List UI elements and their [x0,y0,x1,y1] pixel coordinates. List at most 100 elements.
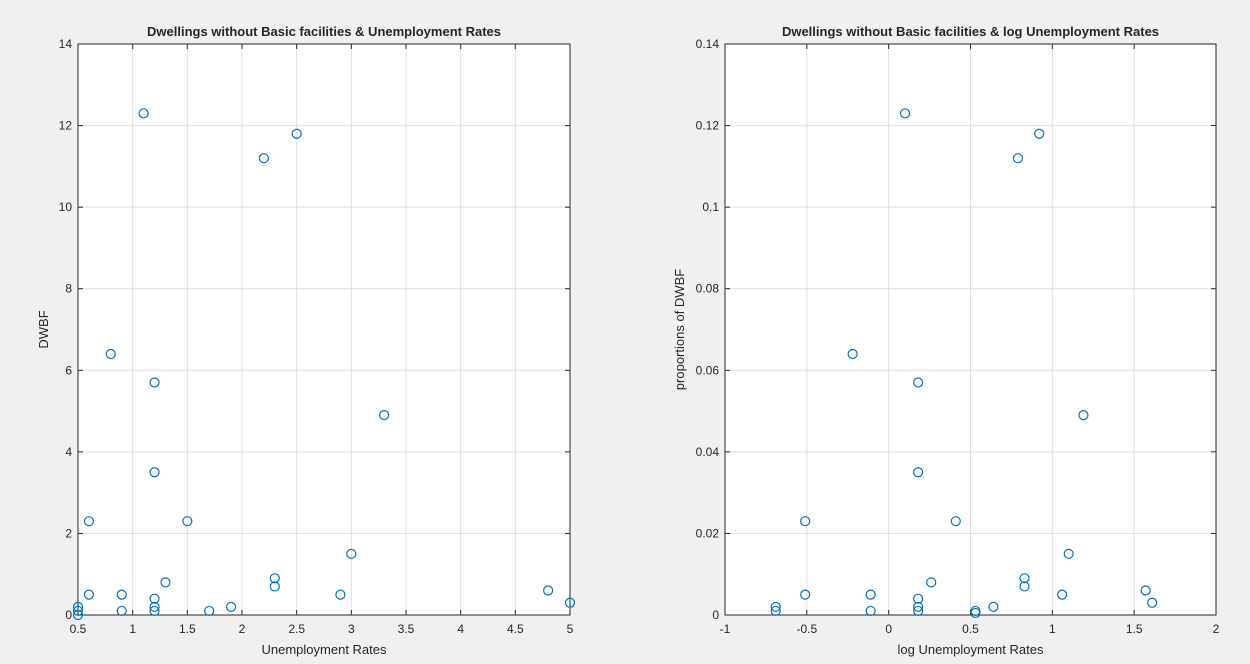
left-points [72,108,576,621]
right-data-point [1078,410,1089,421]
right-data-point [1063,548,1074,559]
left-y-tick-label: 12 [59,119,73,133]
left-data-point [149,605,160,617]
left-data-point [160,577,171,588]
right-data-point [865,589,876,600]
left-data-point [204,605,215,617]
left-y-tick-label: 6 [65,363,72,377]
left-data-point [72,609,84,621]
left-x-tick-label: 4 [457,622,464,636]
right-data-point [913,467,924,478]
left-data-point [182,516,193,527]
right-y-tick-label: 0 [712,608,719,622]
left-data-point [149,377,160,388]
left-data-point [291,128,302,139]
left-data-point [149,467,160,478]
right-x-tick-label: -0.5 [796,622,817,636]
right-data-point [800,516,811,527]
right-data-point [847,348,858,360]
left-data-point [72,601,84,612]
right-data-point [1034,128,1045,139]
left-ticks: 0.5 1 1.5 2 2.5 3 3.5 4 4.5 5 0 2 4 6 8 10 12 14 [59,37,574,636]
right-data-point [950,516,961,527]
right-data-point [800,589,811,600]
right-data-point [913,605,924,617]
left-data-point [258,153,269,164]
left-data-point [379,410,390,421]
left-data-point [269,573,280,584]
right-data-point [913,377,924,388]
left-x-tick-label: 1.5 [179,622,196,636]
right-chart-title: Dwellings without Basic facilities & log… [782,24,1159,39]
right-scatter-plot: -1 -0.5 0 0.5 1 1.5 2 0 0.02 0.04 0.06 0.08 0.1 0.12 0… [672,24,1220,657]
left-grid [78,44,570,615]
right-data-point [1147,597,1158,608]
right-y-tick-label: 0.1 [702,200,719,214]
left-x-tick-label: 2 [239,622,246,636]
left-data-point [269,581,280,592]
right-points [770,108,1158,619]
right-y-tick-label: 0.12 [696,119,720,133]
left-y-tick-label: 0 [65,608,72,622]
left-x-tick-label: 1 [129,622,136,636]
left-y-axis-label: DWBF [36,310,51,348]
left-y-tick-label: 8 [65,282,72,296]
left-data-point [83,589,95,600]
left-data-point [564,597,576,608]
right-data-point [1019,573,1030,584]
right-data-point [1012,153,1024,164]
left-data-point [149,601,160,612]
left-data-point [72,605,84,617]
right-y-axis-label: proportions of DWBF [672,269,687,390]
left-chart-title: Dwellings without Basic facilities & Une… [147,24,501,39]
right-x-tick-label: 1 [1049,622,1056,636]
right-data-point [1057,589,1068,600]
right-y-tick-label: 0.02 [696,526,720,540]
right-data-point [1019,581,1030,592]
left-y-tick-label: 14 [59,37,73,51]
left-data-point [225,601,237,612]
right-x-tick-label: 1.5 [1126,622,1143,636]
left-y-tick-label: 10 [59,200,73,214]
left-data-point [149,593,160,604]
left-data-point [543,585,554,596]
left-x-tick-label: 4.5 [507,622,524,636]
right-data-point [899,108,911,119]
right-y-tick-label: 0.04 [696,445,720,459]
left-y-tick-label: 2 [65,526,72,540]
left-data-point [83,516,95,527]
left-y-tick-label: 4 [65,445,72,459]
left-data-point [335,589,346,600]
left-data-point [116,605,127,617]
right-data-point [926,577,937,588]
right-data-point [770,605,781,617]
left-x-tick-label: 5 [567,622,574,636]
left-data-point [138,108,149,119]
right-x-tick-label: 0.5 [962,622,979,636]
left-axes-area [77,43,571,616]
right-data-point [1140,585,1151,596]
right-data-point [913,601,924,612]
left-x-tick-label: 3 [348,622,355,636]
right-y-tick-label: 0.14 [696,37,720,51]
left-x-tick-label: 3.5 [398,622,415,636]
right-data-point [970,607,981,619]
right-data-point [865,605,876,617]
left-data-point [346,548,357,559]
right-ticks: -1 -0.5 0 0.5 1 1.5 2 0 0.02 0.04 0.06 0.08 0.1 0.12 0… [696,37,1220,636]
left-data-point [105,348,116,360]
left-x-tick-label: 0.5 [70,622,87,636]
right-x-tick-label: 2 [1213,622,1220,636]
right-x-axis-label: log Unemployment Rates [898,642,1044,657]
left-scatter-plot: 0.5 1 1.5 2 2.5 3 3.5 4 4.5 5 0 2 4 6 8 10 12 14 Dwelling… [36,24,576,657]
left-x-axis-label: Unemployment Rates [262,642,387,657]
right-y-tick-label: 0.06 [696,363,720,377]
right-data-point [988,601,999,612]
right-data-point [770,601,781,612]
right-data-point [913,593,924,604]
right-y-tick-label: 0.08 [696,282,720,296]
left-data-point [116,589,127,600]
left-x-tick-label: 2.5 [288,622,305,636]
right-grid [725,44,1216,615]
